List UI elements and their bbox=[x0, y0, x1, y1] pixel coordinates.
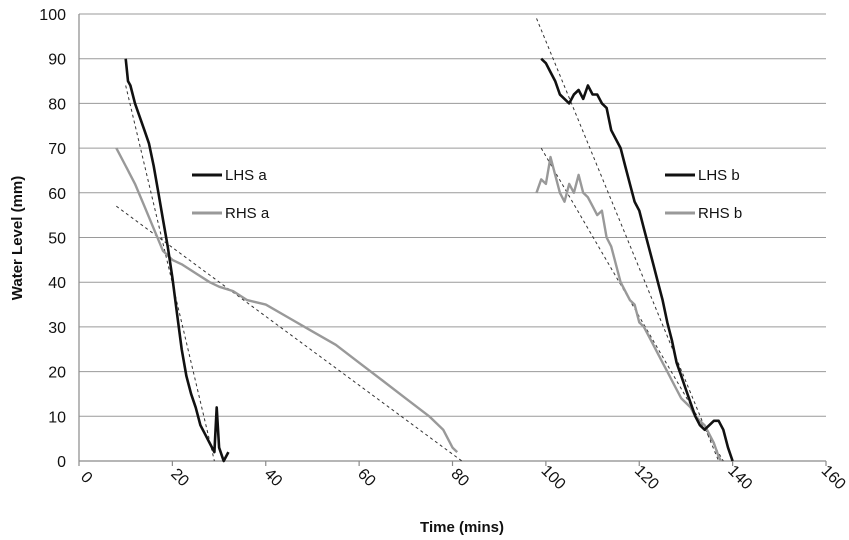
y-axis-title: Water Level (mm) bbox=[9, 176, 26, 300]
x-tick-label: 160 bbox=[818, 462, 849, 493]
legend-label-lhs-b: LHS b bbox=[698, 167, 740, 184]
y-tick-label: 40 bbox=[48, 275, 66, 292]
series-line-rhs-a bbox=[115, 147, 459, 453]
x-tick-label: 60 bbox=[354, 466, 379, 491]
series-line-lhs-b bbox=[540, 57, 734, 462]
y-tick-label: 80 bbox=[48, 96, 66, 113]
legend-label-rhs-b: RHS b bbox=[698, 205, 742, 222]
y-tick-label: 50 bbox=[48, 231, 66, 248]
legend-label-rhs-a: RHS a bbox=[225, 205, 270, 222]
y-tick-label: 60 bbox=[48, 186, 66, 203]
x-tick-label: 140 bbox=[724, 462, 755, 493]
trendlines bbox=[116, 18, 724, 462]
y-tick-label: 70 bbox=[48, 141, 66, 158]
x-axis-title: Time (mins) bbox=[420, 519, 504, 536]
series-line-rhs-b bbox=[535, 155, 723, 462]
y-tick-label: 10 bbox=[48, 409, 66, 426]
series-line-lhs-a bbox=[124, 58, 230, 463]
y-tick-label: 20 bbox=[48, 365, 66, 382]
trendline-lhs-a bbox=[125, 85, 215, 462]
y-tick-label: 100 bbox=[39, 7, 66, 24]
trendline-lhs-b bbox=[536, 18, 720, 462]
y-tick-label: 0 bbox=[57, 454, 66, 471]
x-tick-label: 100 bbox=[538, 462, 569, 493]
x-tick-label: 0 bbox=[77, 469, 95, 487]
x-tick-label: 120 bbox=[631, 462, 662, 493]
legend: LHS a RHS a LHS b RHS b bbox=[192, 167, 742, 222]
x-tick-label: 20 bbox=[167, 466, 192, 491]
y-tick-label: 30 bbox=[48, 320, 66, 337]
axes bbox=[78, 14, 827, 466]
gridlines bbox=[79, 13, 826, 417]
x-tick-label: 80 bbox=[447, 466, 472, 491]
y-tick-label: 90 bbox=[48, 52, 66, 69]
x-tick-label: 40 bbox=[261, 466, 286, 491]
series-lines bbox=[115, 57, 734, 463]
tick-labels: 0 10 20 30 40 50 60 70 80 90 100 0 20 40 60 80 100 120 140… bbox=[39, 7, 848, 493]
legend-label-lhs-a: LHS a bbox=[225, 167, 267, 184]
